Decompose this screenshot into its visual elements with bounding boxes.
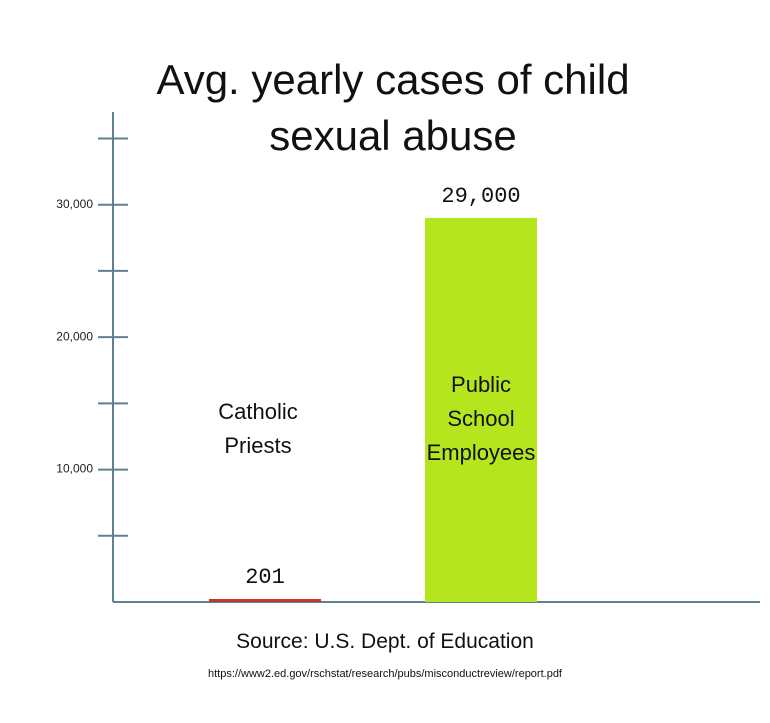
source: Source: U.S. Dept. of Education — [236, 630, 534, 653]
chart-title: Avg. yearly cases of child sexual abuse — [156, 56, 630, 159]
category-label: Public School Employees — [426, 372, 536, 465]
value-label: 201 — [245, 565, 285, 590]
bar — [209, 599, 321, 602]
y-tick-label: 30,000 — [56, 197, 93, 211]
y-tick-label: 20,000 — [56, 329, 93, 343]
category-label: Catholic Priests — [218, 399, 298, 458]
source-url: https://www2.ed.gov/rschstat/research/pu… — [208, 668, 562, 680]
y-tick-label: 10,000 — [56, 462, 93, 476]
bar — [425, 217, 537, 602]
value-label: 29,000 — [441, 184, 520, 209]
